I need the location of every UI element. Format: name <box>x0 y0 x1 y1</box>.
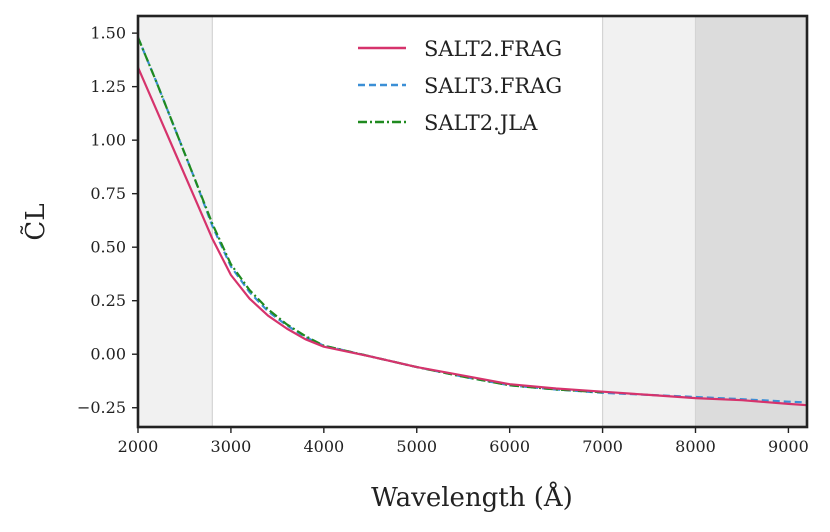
shaded-region-0 <box>138 16 213 427</box>
y-tick-label: 0.00 <box>90 345 126 364</box>
y-tick-label: 0.75 <box>90 184 126 203</box>
y-tick-label: 1.50 <box>90 24 126 43</box>
x-tick-label: 7000 <box>582 437 623 456</box>
x-tick-label: 9000 <box>768 437 809 456</box>
x-tick-label: 6000 <box>489 437 530 456</box>
y-tick-label: −0.25 <box>77 398 126 417</box>
y-tick-label: 0.50 <box>90 238 126 257</box>
x-tick-label: 2000 <box>118 437 159 456</box>
axis-ticks: 2000 3000 4000 5000 6000 7000 8000 9000 −0.25 0.0… <box>77 24 809 456</box>
legend-label-salt2-jla: SALT2.JLA <box>424 111 538 135</box>
x-tick-label: 8000 <box>675 437 716 456</box>
x-tick-label: 3000 <box>211 437 252 456</box>
x-tick-label: 4000 <box>303 437 344 456</box>
shaded-region-2 <box>695 16 807 427</box>
plot-frame <box>136 14 809 429</box>
x-axis-title: Wavelength (Å) <box>371 481 573 513</box>
legend-label-salt2-frag: SALT2.FRAG <box>424 37 562 61</box>
legend: SALT2.FRAG SALT3.FRAG SALT2.JLA <box>358 37 562 135</box>
shaded-region-1 <box>602 16 696 427</box>
y-tick-label: 1.00 <box>90 131 126 150</box>
y-tick-label: 0.25 <box>90 291 126 310</box>
series-line-salt2-frag <box>138 66 807 407</box>
shaded-regions <box>138 16 807 427</box>
y-axis-title: C̃L <box>20 203 51 240</box>
series-lines <box>138 36 807 407</box>
y-tick-label: 1.25 <box>90 77 126 96</box>
legend-label-salt3-frag: SALT3.FRAG <box>424 74 562 98</box>
x-tick-label: 5000 <box>396 437 437 456</box>
